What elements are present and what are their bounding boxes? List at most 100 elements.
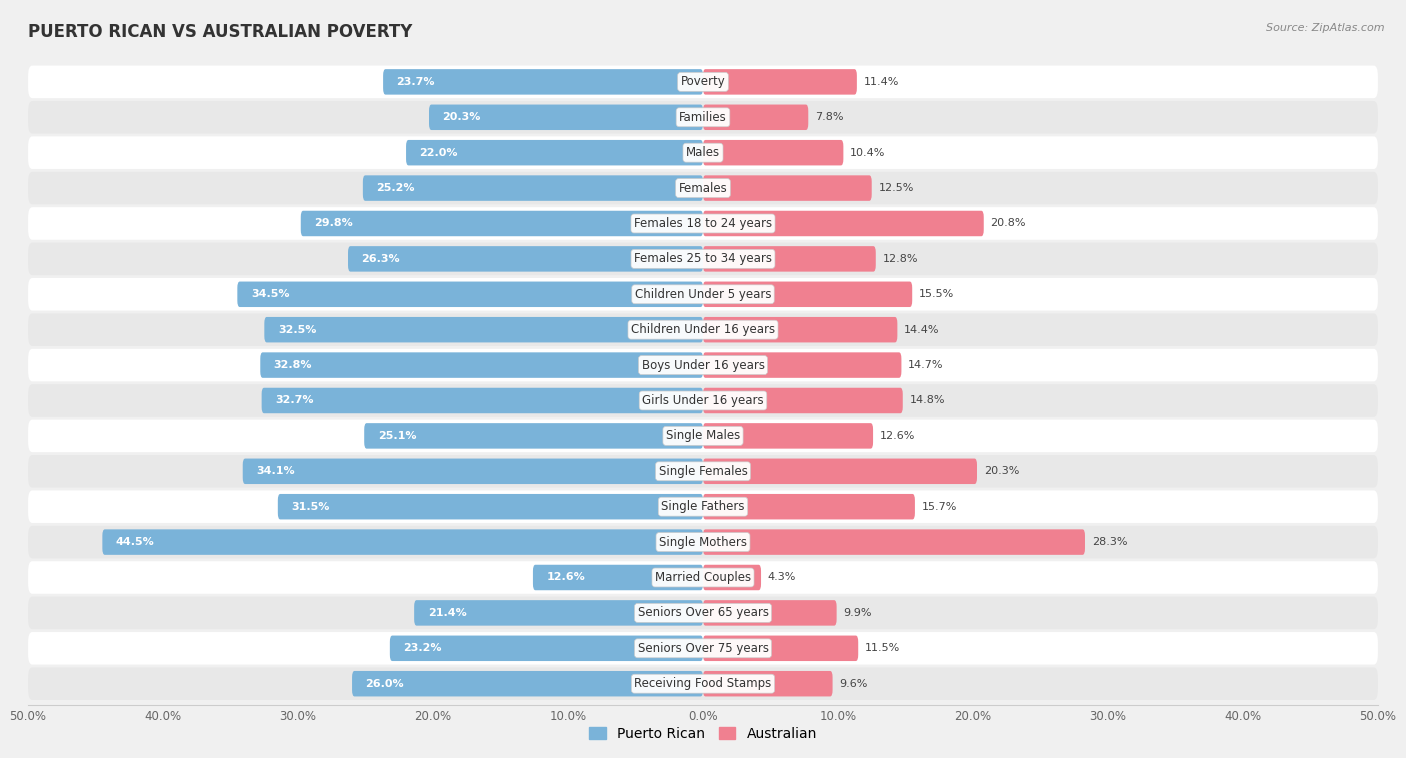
Text: 34.1%: 34.1% — [256, 466, 295, 476]
Text: 11.4%: 11.4% — [863, 77, 898, 87]
Text: 20.3%: 20.3% — [443, 112, 481, 122]
FancyBboxPatch shape — [703, 388, 903, 413]
Text: Children Under 5 years: Children Under 5 years — [634, 288, 772, 301]
Text: 26.0%: 26.0% — [366, 678, 404, 689]
FancyBboxPatch shape — [28, 136, 1378, 169]
FancyBboxPatch shape — [28, 632, 1378, 665]
FancyBboxPatch shape — [703, 246, 876, 271]
FancyBboxPatch shape — [703, 635, 858, 661]
FancyBboxPatch shape — [28, 278, 1378, 311]
Legend: Puerto Rican, Australian: Puerto Rican, Australian — [583, 721, 823, 747]
Text: 12.5%: 12.5% — [879, 183, 914, 193]
Text: 10.4%: 10.4% — [851, 148, 886, 158]
FancyBboxPatch shape — [703, 281, 912, 307]
FancyBboxPatch shape — [28, 101, 1378, 133]
Text: Girls Under 16 years: Girls Under 16 years — [643, 394, 763, 407]
FancyBboxPatch shape — [703, 105, 808, 130]
Text: 14.7%: 14.7% — [908, 360, 943, 370]
Text: 20.8%: 20.8% — [990, 218, 1026, 228]
Text: 22.0%: 22.0% — [419, 148, 458, 158]
FancyBboxPatch shape — [703, 423, 873, 449]
FancyBboxPatch shape — [389, 635, 703, 661]
Text: Children Under 16 years: Children Under 16 years — [631, 323, 775, 337]
Text: Single Mothers: Single Mothers — [659, 536, 747, 549]
Text: Single Males: Single Males — [666, 429, 740, 443]
Text: 12.8%: 12.8% — [883, 254, 918, 264]
FancyBboxPatch shape — [28, 455, 1378, 487]
FancyBboxPatch shape — [28, 243, 1378, 275]
Text: 15.5%: 15.5% — [920, 290, 955, 299]
Text: 15.7%: 15.7% — [922, 502, 957, 512]
Text: 32.7%: 32.7% — [276, 396, 314, 406]
FancyBboxPatch shape — [703, 140, 844, 165]
FancyBboxPatch shape — [703, 175, 872, 201]
FancyBboxPatch shape — [301, 211, 703, 236]
Text: 32.5%: 32.5% — [278, 324, 316, 335]
Text: Families: Families — [679, 111, 727, 124]
FancyBboxPatch shape — [415, 600, 703, 625]
Text: Seniors Over 75 years: Seniors Over 75 years — [637, 642, 769, 655]
Text: 14.4%: 14.4% — [904, 324, 939, 335]
FancyBboxPatch shape — [260, 352, 703, 377]
FancyBboxPatch shape — [703, 211, 984, 236]
Text: Females 25 to 34 years: Females 25 to 34 years — [634, 252, 772, 265]
FancyBboxPatch shape — [703, 494, 915, 519]
Text: 23.7%: 23.7% — [396, 77, 434, 87]
Text: 28.3%: 28.3% — [1091, 537, 1128, 547]
Text: Females: Females — [679, 182, 727, 195]
FancyBboxPatch shape — [349, 246, 703, 271]
Text: 7.8%: 7.8% — [815, 112, 844, 122]
Text: 12.6%: 12.6% — [880, 431, 915, 441]
FancyBboxPatch shape — [28, 597, 1378, 629]
Text: 31.5%: 31.5% — [291, 502, 329, 512]
FancyBboxPatch shape — [262, 388, 703, 413]
Text: PUERTO RICAN VS AUSTRALIAN POVERTY: PUERTO RICAN VS AUSTRALIAN POVERTY — [28, 23, 412, 41]
FancyBboxPatch shape — [703, 317, 897, 343]
FancyBboxPatch shape — [352, 671, 703, 697]
FancyBboxPatch shape — [703, 565, 761, 590]
FancyBboxPatch shape — [238, 281, 703, 307]
FancyBboxPatch shape — [406, 140, 703, 165]
FancyBboxPatch shape — [703, 671, 832, 697]
FancyBboxPatch shape — [703, 352, 901, 377]
FancyBboxPatch shape — [28, 561, 1378, 594]
FancyBboxPatch shape — [28, 349, 1378, 381]
FancyBboxPatch shape — [703, 529, 1085, 555]
Text: 14.8%: 14.8% — [910, 396, 945, 406]
FancyBboxPatch shape — [28, 526, 1378, 559]
FancyBboxPatch shape — [363, 175, 703, 201]
FancyBboxPatch shape — [278, 494, 703, 519]
FancyBboxPatch shape — [28, 490, 1378, 523]
FancyBboxPatch shape — [703, 600, 837, 625]
Text: Receiving Food Stamps: Receiving Food Stamps — [634, 677, 772, 691]
Text: 25.2%: 25.2% — [377, 183, 415, 193]
Text: 25.1%: 25.1% — [378, 431, 416, 441]
FancyBboxPatch shape — [28, 207, 1378, 240]
FancyBboxPatch shape — [28, 172, 1378, 205]
Text: 32.8%: 32.8% — [274, 360, 312, 370]
FancyBboxPatch shape — [429, 105, 703, 130]
Text: 44.5%: 44.5% — [115, 537, 155, 547]
Text: 9.9%: 9.9% — [844, 608, 872, 618]
FancyBboxPatch shape — [28, 384, 1378, 417]
Text: 26.3%: 26.3% — [361, 254, 401, 264]
FancyBboxPatch shape — [533, 565, 703, 590]
FancyBboxPatch shape — [243, 459, 703, 484]
FancyBboxPatch shape — [28, 420, 1378, 453]
FancyBboxPatch shape — [382, 69, 703, 95]
FancyBboxPatch shape — [28, 667, 1378, 700]
Text: Single Fathers: Single Fathers — [661, 500, 745, 513]
Text: Boys Under 16 years: Boys Under 16 years — [641, 359, 765, 371]
Text: 12.6%: 12.6% — [547, 572, 585, 582]
Text: Married Couples: Married Couples — [655, 571, 751, 584]
Text: Poverty: Poverty — [681, 75, 725, 89]
Text: Males: Males — [686, 146, 720, 159]
Text: 29.8%: 29.8% — [315, 218, 353, 228]
Text: Females 18 to 24 years: Females 18 to 24 years — [634, 217, 772, 230]
Text: 11.5%: 11.5% — [865, 644, 900, 653]
Text: Single Females: Single Females — [658, 465, 748, 478]
Text: Source: ZipAtlas.com: Source: ZipAtlas.com — [1267, 23, 1385, 33]
Text: 21.4%: 21.4% — [427, 608, 467, 618]
FancyBboxPatch shape — [28, 313, 1378, 346]
FancyBboxPatch shape — [703, 69, 856, 95]
